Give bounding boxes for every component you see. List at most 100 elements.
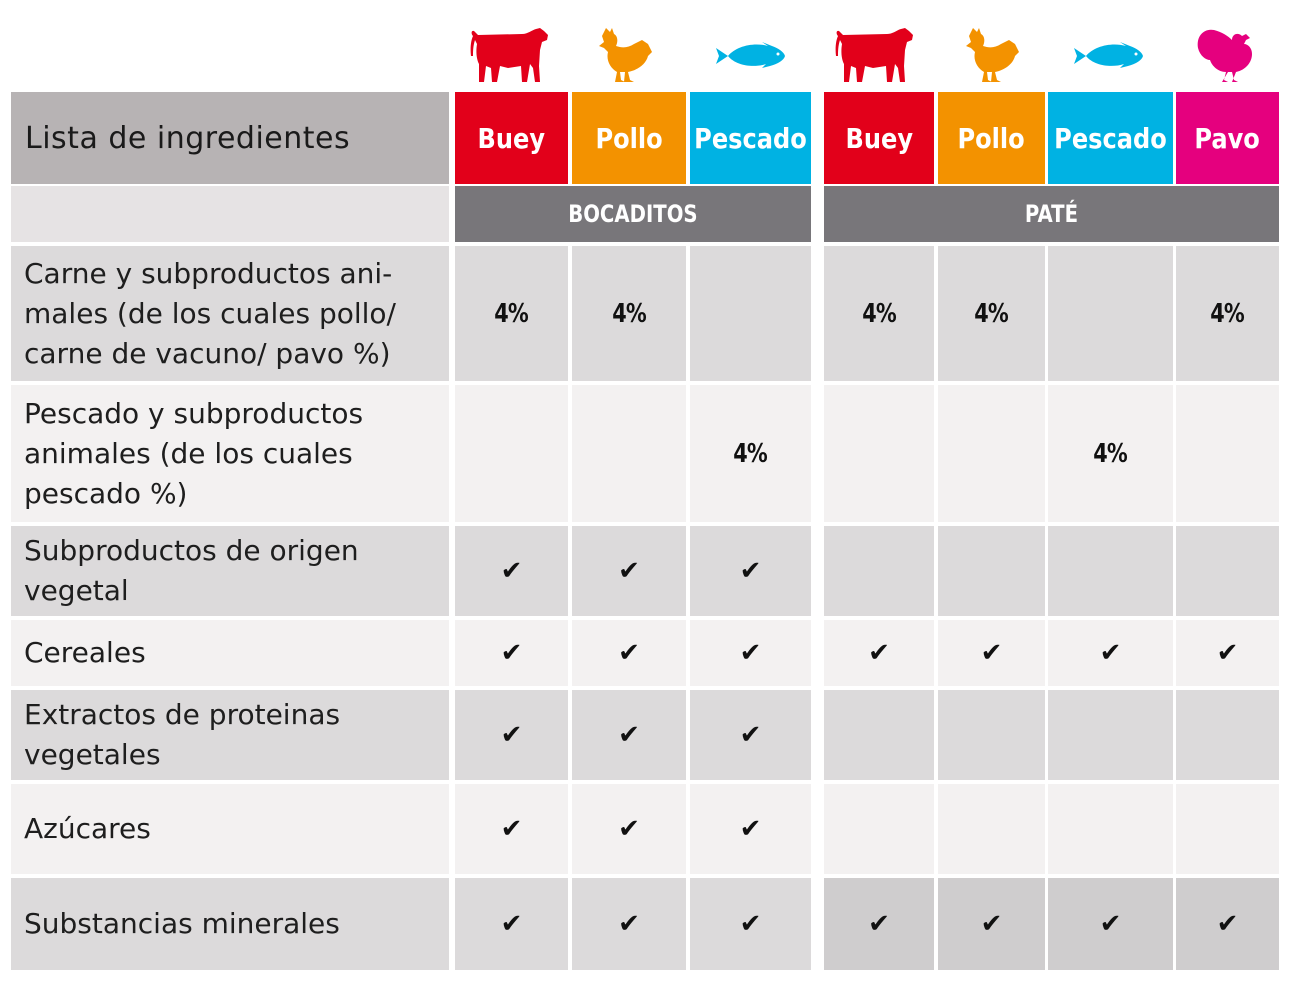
table-cell [1048, 246, 1173, 381]
table-cell [938, 526, 1045, 616]
table-title: Lista de ingredientes [11, 92, 449, 184]
check-icon: ✔ [868, 909, 890, 939]
row-label: Subproductos de origen vegetal [11, 526, 449, 616]
check-icon: ✔ [739, 556, 762, 586]
row-label-line: vegetal [24, 574, 129, 607]
table-cell: ✔ [938, 620, 1045, 686]
check-icon: ✔ [500, 638, 523, 668]
check-icon: ✔ [618, 814, 640, 844]
check-icon: ✔ [500, 556, 523, 586]
table-cell [938, 385, 1045, 522]
table-cell: ✔ [455, 690, 568, 780]
table-cell: ✔ [690, 878, 811, 970]
row-label-line: Substancias minerales [24, 907, 340, 940]
table-cell: ✔ [690, 620, 811, 686]
row-label-line: Subproductos de origen [24, 534, 359, 567]
table-title-spacer [11, 186, 449, 242]
product-header-pavo: Pavo [1176, 92, 1279, 184]
table-cell: ✔ [1048, 620, 1173, 686]
cell-value: 4% [862, 298, 897, 329]
cow-icon [470, 26, 550, 84]
check-icon: ✔ [1216, 909, 1239, 939]
check-icon: ✔ [1099, 638, 1122, 668]
product-header-pollo: Pollo [938, 92, 1045, 184]
check-icon: ✔ [500, 814, 523, 844]
table-cell: 4% [824, 246, 934, 381]
table-cell: ✔ [1048, 878, 1173, 970]
row-label-line: males (de los cuales pollo/ [24, 296, 396, 330]
table-cell [938, 690, 1045, 780]
row-label-line: animales (de los cuales [24, 436, 353, 470]
row-label: Extractos de proteinas vegetales [11, 690, 449, 780]
table-cell: 4% [690, 385, 811, 522]
table-cell [824, 526, 934, 616]
row-label: Substancias minerales [11, 878, 449, 970]
cow-icon [835, 26, 915, 84]
row-label-line: Azúcares [24, 812, 151, 845]
table-cell [824, 385, 934, 522]
table-cell: ✔ [938, 878, 1045, 970]
table-cell: ✔ [572, 620, 686, 686]
row-label-line: Extractos de proteinas [24, 698, 341, 731]
table-cell: ✔ [824, 620, 934, 686]
table-cell [1176, 526, 1279, 616]
row-label: Azúcares [11, 784, 449, 874]
table-cell: ✔ [690, 784, 811, 874]
check-icon: ✔ [618, 720, 640, 750]
cell-value: 4% [612, 298, 647, 329]
table-cell: ✔ [690, 526, 811, 616]
table-cell [824, 784, 934, 874]
table-cell [1176, 784, 1279, 874]
table-cell [572, 385, 686, 522]
row-label-line: Cereales [24, 636, 146, 669]
check-icon: ✔ [1099, 909, 1122, 939]
table-cell: ✔ [824, 878, 934, 970]
check-icon: ✔ [500, 909, 523, 939]
group-bocaditos: BOCADITOS [455, 186, 811, 242]
table-cell [1176, 385, 1279, 522]
table-cell [690, 246, 811, 381]
row-label: Pescado y subproductos animales (de los c… [11, 385, 449, 522]
check-icon: ✔ [739, 720, 762, 750]
table-cell: ✔ [572, 526, 686, 616]
product-header-buey: Buey [824, 92, 934, 184]
table-cell: 4% [1176, 246, 1279, 381]
check-icon: ✔ [1216, 638, 1239, 668]
table-cell [455, 385, 568, 522]
table-cell [1048, 690, 1173, 780]
check-icon: ✔ [618, 556, 640, 586]
table-cell: ✔ [1176, 620, 1279, 686]
check-icon: ✔ [868, 638, 890, 668]
cell-value: 4% [733, 438, 769, 469]
row-label-line: Carne y subproductos ani- [24, 256, 393, 290]
product-header-pescado: Pescado [690, 92, 811, 184]
row-label: Cereales [11, 620, 449, 686]
table-cell: ✔ [690, 690, 811, 780]
row-label: Carne y subproductos ani-males (de los c… [11, 246, 449, 381]
table-cell [824, 690, 934, 780]
check-icon: ✔ [980, 638, 1003, 668]
table-cell: ✔ [455, 878, 568, 970]
cell-value: 4% [1093, 438, 1129, 469]
table-cell: ✔ [572, 878, 686, 970]
product-header-pollo: Pollo [572, 92, 686, 184]
row-label-line: pescado %) [24, 476, 188, 510]
table-cell [1048, 526, 1173, 616]
group-pate: PATÉ [824, 186, 1279, 242]
table-cell: ✔ [455, 620, 568, 686]
product-header-buey: Buey [455, 92, 568, 184]
table-cell: 4% [572, 246, 686, 381]
table-cell: ✔ [1176, 878, 1279, 970]
check-icon: ✔ [500, 720, 523, 750]
check-icon: ✔ [739, 814, 762, 844]
check-icon: ✔ [739, 638, 762, 668]
check-icon: ✔ [618, 909, 640, 939]
check-icon: ✔ [739, 909, 762, 939]
table-cell [938, 784, 1045, 874]
fish-icon [714, 26, 786, 84]
table-cell: ✔ [455, 526, 568, 616]
table-cell: 4% [1048, 385, 1173, 522]
cell-value: 4% [494, 298, 530, 329]
fish-icon [1072, 26, 1144, 84]
check-icon: ✔ [618, 638, 640, 668]
